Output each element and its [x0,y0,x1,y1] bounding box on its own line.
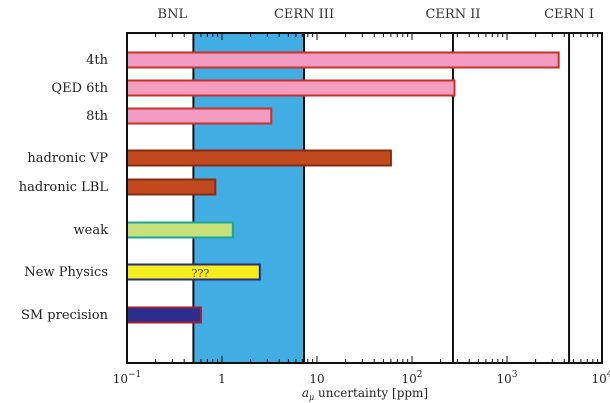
x-tick-label-1: 1 [218,372,226,386]
x-axis-title: aμ uncertainty [ppm] [302,386,428,402]
category-label-4: hadronic LBL [19,180,109,195]
category-label-3: hadronic VP [27,151,108,166]
bar-0 [126,51,560,69]
bar-1 [126,79,456,97]
bar-3 [126,149,392,167]
x-tick-label-5: 104 [591,370,610,386]
category-label-2: 8th [86,109,108,124]
bars-layer [126,51,560,324]
reference-label-1: CERN III [274,7,334,22]
category-label-7: SM precision [21,308,109,323]
category-label-0: 4th [86,53,108,68]
bar-7 [126,306,202,324]
category-label-1: QED 6th [51,81,108,96]
plot-frame-layer [126,32,603,364]
category-label-6: New Physics [24,265,108,280]
x-tick-label-2: 10 [309,372,324,386]
x-tick-label-0: 10−1 [113,370,142,386]
bar-label-6: ??? [192,267,210,280]
bar-5 [126,221,234,239]
x-axis-symbol: a [302,386,309,400]
bar-2 [126,107,273,125]
plot-frame [126,32,603,364]
reference-label-2: CERN II [425,7,480,22]
bar-4 [126,178,217,196]
ticks-layer [126,33,599,363]
x-tick-label-3: 102 [401,370,422,386]
category-label-5: weak [74,223,109,238]
reference-label-3: CERN I [544,7,594,22]
reference-label-0: BNL [158,7,188,22]
x-axis-label-rest: uncertainty [ppm] [314,386,428,400]
x-tick-label-4: 103 [496,370,517,386]
labels-layer: BNL CERN III CERN II CERN I 4th QED 6th 8th had… [19,7,610,386]
x-axis-subscript: μ [309,393,314,402]
